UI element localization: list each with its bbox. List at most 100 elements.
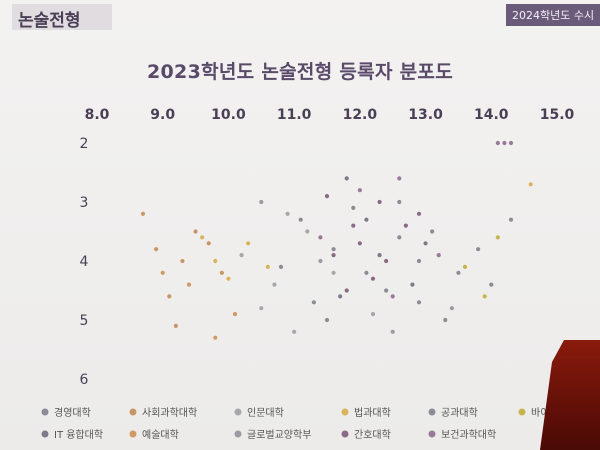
legend-marker bbox=[341, 430, 349, 438]
legend-marker bbox=[129, 408, 137, 416]
data-point bbox=[259, 199, 264, 205]
data-point bbox=[370, 276, 376, 281]
legend-marker bbox=[41, 408, 49, 416]
y-tick-label: 4 bbox=[80, 254, 89, 270]
section-tag-label: 논술전형 bbox=[18, 11, 81, 31]
data-point bbox=[528, 182, 533, 187]
data-point bbox=[416, 258, 422, 264]
data-point bbox=[344, 176, 349, 181]
data-point bbox=[219, 270, 224, 275]
legend-label: 간호대학 bbox=[354, 429, 391, 441]
x-axis-ticks: 8.0 9.0 10.0 11.0 12.0 13.0 14.0 15.0 bbox=[85, 107, 575, 123]
legend-marker bbox=[234, 408, 242, 416]
data-point bbox=[508, 217, 514, 222]
data-point bbox=[213, 335, 218, 340]
data-point bbox=[331, 253, 336, 258]
data-point bbox=[384, 288, 389, 293]
data-point bbox=[154, 247, 159, 252]
section-tag: 논술전형 bbox=[12, 4, 112, 31]
data-point bbox=[397, 235, 402, 240]
legend-label: 사회과학대학 bbox=[142, 407, 197, 419]
y-tick-label: 6 bbox=[80, 372, 89, 388]
x-tick-label: 14.0 bbox=[474, 107, 509, 123]
data-point bbox=[259, 306, 264, 311]
data-point bbox=[305, 229, 310, 234]
data-point bbox=[482, 294, 487, 299]
legend-marker bbox=[129, 430, 137, 438]
legend-label: 예술대학 bbox=[142, 429, 179, 441]
x-tick-label: 9.0 bbox=[150, 107, 175, 123]
legend-label: 인문대학 bbox=[247, 407, 284, 419]
top-badge: 2024학년도 수시 bbox=[506, 4, 600, 26]
data-point bbox=[206, 241, 211, 246]
top-badge-label: 2024학년도 수시 bbox=[512, 9, 595, 22]
data-point bbox=[311, 300, 316, 305]
legend-marker bbox=[518, 408, 526, 416]
legend-label: 공과대학 bbox=[441, 407, 478, 419]
x-tick-label: 11.0 bbox=[277, 107, 312, 123]
data-point bbox=[272, 282, 277, 287]
legend-label: 보건과학대학 bbox=[441, 429, 496, 441]
legend-marker bbox=[234, 430, 242, 438]
data-point bbox=[318, 258, 323, 264]
data-point bbox=[331, 270, 336, 275]
legend-label: 글로벌교양학부 bbox=[247, 429, 311, 441]
y-tick-label: 5 bbox=[80, 313, 89, 329]
data-point bbox=[318, 235, 323, 240]
data-point bbox=[462, 264, 468, 269]
data-point bbox=[476, 247, 481, 252]
x-tick-label: 10.0 bbox=[211, 107, 246, 123]
data-point bbox=[351, 223, 356, 228]
data-point bbox=[324, 194, 330, 199]
data-point bbox=[364, 217, 369, 222]
data-point bbox=[213, 258, 218, 264]
data-point bbox=[502, 140, 507, 146]
data-point bbox=[410, 282, 415, 287]
data-point bbox=[331, 247, 336, 252]
data-point bbox=[377, 199, 382, 205]
x-tick-label: 8.0 bbox=[85, 107, 110, 123]
data-point bbox=[416, 300, 422, 305]
data-point bbox=[456, 270, 461, 275]
x-tick-label: 13.0 bbox=[408, 107, 443, 123]
data-point bbox=[416, 211, 422, 216]
data-point bbox=[390, 294, 395, 299]
legend-label: 경영대학 bbox=[54, 406, 91, 419]
data-point bbox=[403, 223, 408, 228]
data-point bbox=[495, 140, 500, 146]
data-point bbox=[449, 306, 454, 311]
data-point bbox=[338, 294, 343, 299]
legend-marker bbox=[428, 408, 436, 416]
data-point bbox=[265, 264, 270, 269]
data-point bbox=[390, 329, 395, 334]
data-point bbox=[193, 229, 198, 234]
data-point bbox=[246, 241, 251, 246]
data-point bbox=[397, 199, 402, 205]
data-point bbox=[226, 276, 231, 281]
data-point bbox=[423, 241, 428, 246]
legend-marker bbox=[341, 408, 349, 416]
data-point bbox=[357, 188, 362, 193]
data-point bbox=[508, 140, 514, 146]
legend-label: 법과대학 bbox=[354, 407, 391, 419]
data-point bbox=[324, 317, 330, 323]
data-point bbox=[436, 253, 441, 258]
data-point bbox=[167, 294, 172, 299]
data-point bbox=[489, 282, 494, 287]
data-points bbox=[140, 140, 533, 340]
data-point bbox=[292, 329, 297, 334]
data-point bbox=[186, 282, 192, 287]
data-point bbox=[377, 253, 382, 258]
data-point bbox=[370, 312, 376, 317]
legend-label: IT 융합대학 bbox=[54, 429, 103, 441]
data-point bbox=[397, 176, 402, 181]
data-point bbox=[173, 323, 178, 328]
data-point bbox=[298, 217, 303, 222]
x-tick-label: 12.0 bbox=[343, 107, 378, 123]
y-tick-label: 2 bbox=[80, 136, 89, 152]
data-point bbox=[344, 288, 349, 293]
legend-marker bbox=[428, 430, 436, 438]
data-point bbox=[495, 235, 500, 240]
